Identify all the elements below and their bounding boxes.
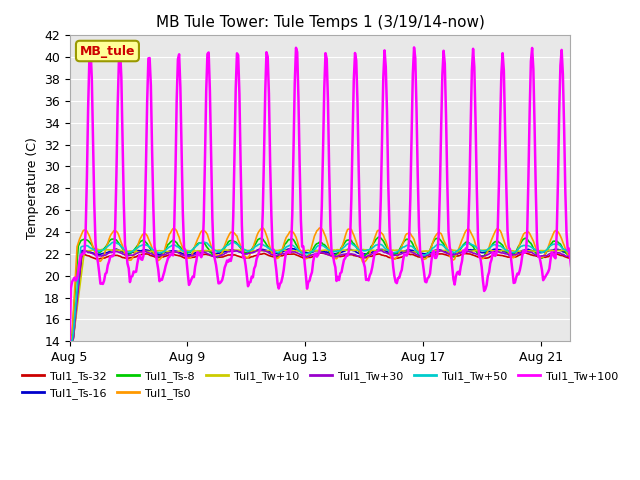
Y-axis label: Temperature (C): Temperature (C): [26, 137, 38, 239]
Legend: Tul1_Ts-32, Tul1_Ts-16, Tul1_Ts-8, Tul1_Ts0, Tul1_Tw+10, Tul1_Tw+30, Tul1_Tw+50,: Tul1_Ts-32, Tul1_Ts-16, Tul1_Ts-8, Tul1_…: [17, 367, 623, 403]
Title: MB Tule Tower: Tule Temps 1 (3/19/14-now): MB Tule Tower: Tule Temps 1 (3/19/14-now…: [156, 15, 484, 30]
Text: MB_tule: MB_tule: [80, 45, 135, 58]
